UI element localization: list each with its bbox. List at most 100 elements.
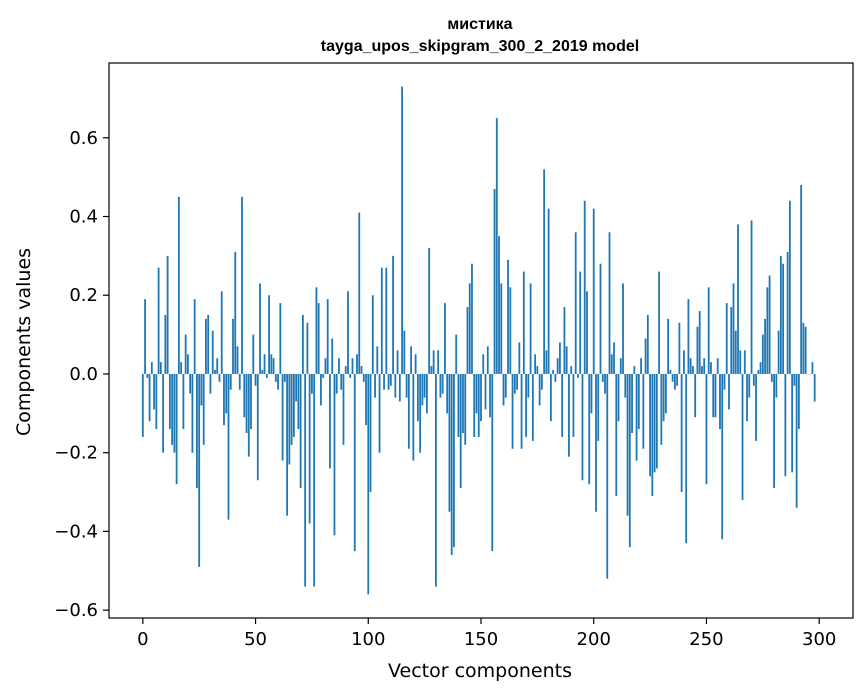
- bar-192: [574, 232, 577, 374]
- bar-119: [410, 346, 413, 374]
- bar-89: [342, 373, 345, 445]
- bar-196: [583, 200, 586, 374]
- bar-156: [493, 188, 496, 374]
- bar-227: [653, 373, 656, 473]
- bar-9: [162, 373, 165, 453]
- bar-245: [694, 373, 697, 418]
- bar-229: [658, 271, 661, 374]
- bar-110: [389, 373, 392, 386]
- bar-206: [606, 373, 609, 579]
- bar-149: [477, 373, 480, 437]
- bar-70: [299, 373, 302, 489]
- bar-262: [732, 283, 735, 374]
- bar-233: [667, 318, 670, 374]
- x-tick-label: 100: [351, 629, 385, 650]
- bar-215: [626, 373, 629, 516]
- bar-95: [356, 354, 358, 374]
- bar-24: [196, 373, 198, 489]
- bar-244: [692, 366, 694, 374]
- bar-79: [320, 373, 322, 406]
- bar-199: [590, 373, 593, 414]
- bar-134: [444, 303, 446, 374]
- bar-166: [516, 373, 518, 390]
- bar-113: [396, 350, 399, 374]
- bar-159: [500, 283, 503, 374]
- bar-131: [437, 350, 440, 374]
- bar-191: [572, 373, 575, 437]
- bar-45: [243, 373, 246, 418]
- bar-106: [380, 267, 383, 374]
- bar-28: [205, 318, 207, 374]
- y-tick-label: 0.4: [69, 207, 98, 228]
- bar-46: [245, 373, 248, 433]
- bar-161: [504, 373, 507, 398]
- bar-58: [272, 358, 275, 374]
- bar-298: [813, 373, 816, 402]
- bar-57: [270, 354, 273, 374]
- bar-36: [223, 373, 225, 426]
- bar-109: [387, 373, 390, 390]
- bar-157: [495, 118, 498, 374]
- bar-1: [144, 299, 146, 374]
- bar-112: [394, 373, 397, 398]
- bar-81: [324, 358, 327, 374]
- bar-74: [308, 373, 311, 524]
- bar-75: [311, 373, 313, 394]
- bar-261: [730, 307, 733, 374]
- bar-208: [610, 354, 613, 374]
- bar-129: [432, 350, 435, 374]
- bar-288: [791, 373, 794, 473]
- bar-61: [279, 303, 282, 374]
- bar-111: [392, 255, 394, 374]
- bar-219: [635, 373, 638, 461]
- y-tick-label: −0.6: [54, 600, 98, 621]
- bar-258: [723, 373, 726, 390]
- bar-243: [689, 358, 692, 374]
- bar-285: [784, 373, 787, 477]
- bar-259: [725, 303, 728, 374]
- x-tick-label: 300: [802, 629, 836, 650]
- bar-76: [313, 373, 316, 587]
- bar-127: [428, 248, 431, 374]
- bar-178: [543, 169, 546, 374]
- bar-236: [673, 373, 676, 390]
- bar-223: [644, 338, 647, 374]
- bar-122: [416, 373, 419, 422]
- bar-151: [482, 354, 485, 374]
- bar-2: [146, 373, 149, 378]
- plot-frame: [108, 62, 854, 619]
- bar-220: [637, 373, 640, 430]
- bar-7: [157, 267, 160, 374]
- bar-94: [353, 373, 356, 552]
- bar-63: [283, 373, 286, 382]
- bar-115: [401, 86, 403, 374]
- bar-195: [581, 373, 584, 481]
- bar-68: [295, 373, 298, 402]
- bar-290: [795, 373, 798, 508]
- bar-97: [360, 366, 363, 374]
- bar-69: [297, 373, 300, 430]
- bar-268: [746, 373, 748, 422]
- bar-141: [459, 373, 462, 489]
- bar-3: [148, 373, 151, 422]
- bar-264: [737, 224, 739, 374]
- bar-16: [177, 196, 180, 374]
- bar-49: [252, 334, 255, 374]
- bar-32: [214, 370, 216, 374]
- bar-124: [421, 373, 424, 406]
- bar-183: [554, 373, 557, 382]
- bar-218: [633, 366, 636, 374]
- bar-162: [507, 259, 509, 374]
- bar-102: [371, 295, 374, 374]
- bar-210: [615, 373, 618, 496]
- bar-56: [268, 295, 270, 374]
- bar-209: [613, 342, 615, 374]
- bar-294: [804, 326, 807, 374]
- bar-87: [338, 358, 340, 374]
- bar-228: [655, 373, 658, 469]
- bar-13: [171, 373, 174, 445]
- bar-118: [407, 373, 410, 449]
- bar-176: [538, 373, 541, 406]
- bar-0: [141, 373, 144, 437]
